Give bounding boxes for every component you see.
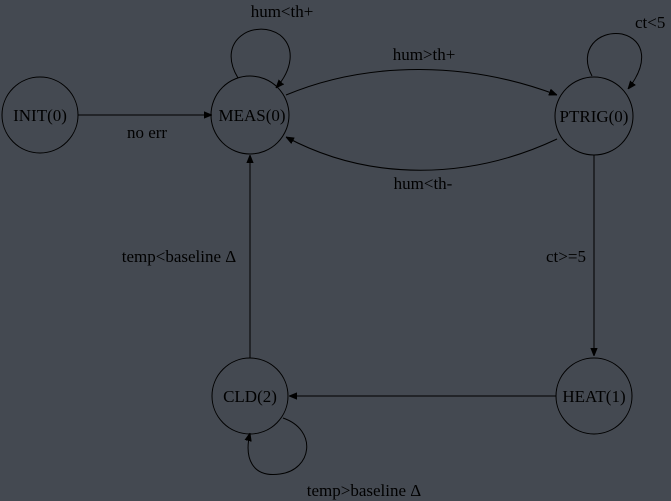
label-cld-self-loop: temp>baseline Δ: [307, 481, 422, 500]
label-ptrig-to-meas: hum<th-: [394, 174, 453, 193]
label-cld-to-meas: temp<baseline Δ: [122, 247, 237, 266]
state-cld: [211, 357, 289, 435]
label-ptrig-to-heat: ct>=5: [546, 247, 586, 266]
label-meas-self-loop: hum<th+: [251, 2, 314, 21]
state-ptrig: [554, 76, 634, 156]
edge-meas-self-loop: [230, 28, 291, 88]
state-init: [1, 76, 79, 154]
state-heat-label: HEAT(1): [562, 387, 625, 406]
edge-ptrig-to-meas: [286, 137, 558, 171]
label-init-to-meas: no err: [127, 123, 167, 142]
edge-ptrig-self-loop: [586, 33, 643, 89]
state-init-label: INIT(0): [13, 106, 67, 125]
state-cld-label: CLD(2): [223, 387, 277, 406]
state-meas-label: MEAS(0): [218, 106, 285, 125]
edge-meas-to-ptrig: [285, 69, 557, 95]
edge-cld-self-loop: [248, 417, 308, 475]
label-ptrig-self-loop: ct<5: [635, 13, 665, 32]
state-meas: [210, 75, 290, 155]
state-heat: [555, 357, 633, 435]
state-ptrig-label: PTRIG(0): [560, 107, 629, 126]
label-meas-to-ptrig: hum>th+: [393, 45, 456, 64]
